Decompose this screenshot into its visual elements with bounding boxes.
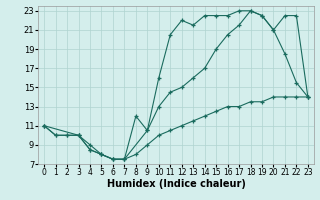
X-axis label: Humidex (Indice chaleur): Humidex (Indice chaleur) [107,179,245,189]
